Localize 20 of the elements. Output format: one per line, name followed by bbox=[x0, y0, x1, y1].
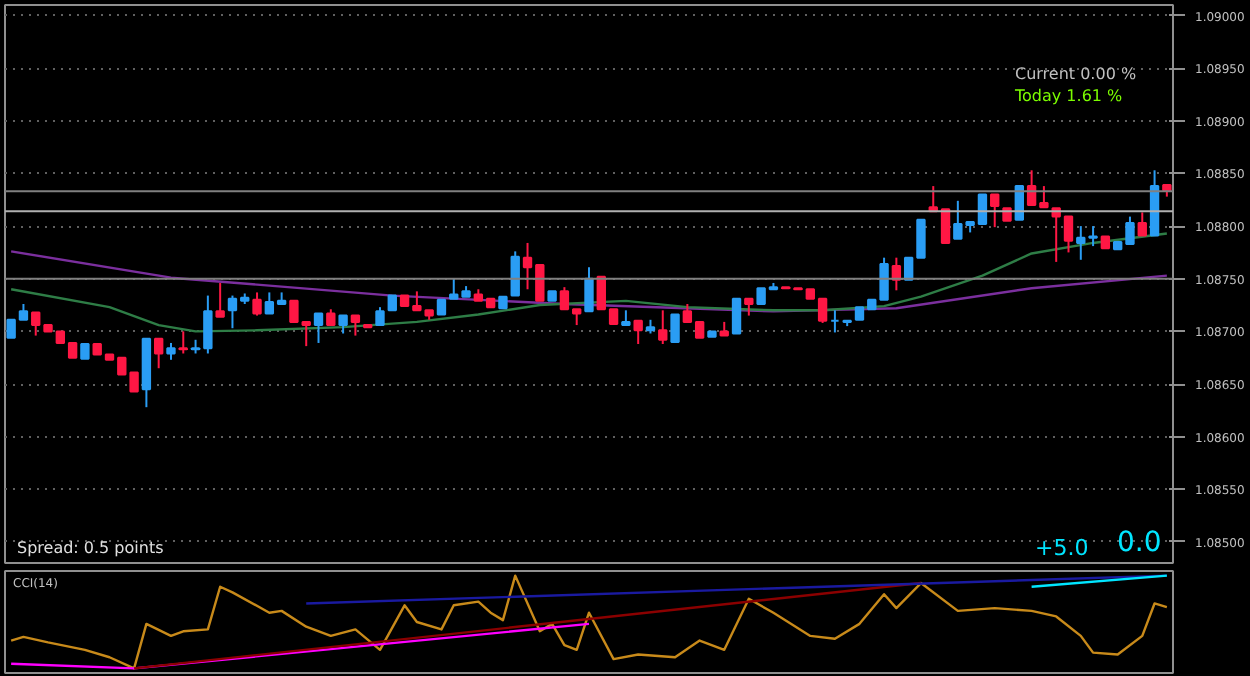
candlestick bbox=[584, 266, 594, 313]
candlestick bbox=[154, 337, 164, 370]
annotation: Current 0.00 % bbox=[1015, 65, 1137, 83]
annotation: +5.0 bbox=[1035, 535, 1089, 561]
candlestick bbox=[670, 313, 680, 343]
candlestick bbox=[252, 291, 262, 317]
annotation: Spread: 0.5 points bbox=[17, 539, 164, 557]
candlestick bbox=[215, 281, 225, 318]
candlestick bbox=[1137, 211, 1147, 237]
candlestick bbox=[658, 309, 668, 346]
line-series bbox=[9, 250, 1169, 313]
line-series bbox=[9, 232, 1169, 333]
annotation: Today 1.61 % bbox=[1013, 87, 1124, 105]
candlestick bbox=[350, 314, 361, 337]
candlestick bbox=[313, 312, 324, 344]
candlestick bbox=[633, 319, 643, 346]
candlestick bbox=[178, 330, 188, 355]
annotation: 0.0 bbox=[1117, 527, 1162, 559]
candlestick bbox=[731, 297, 742, 335]
candlestick bbox=[990, 193, 1000, 229]
